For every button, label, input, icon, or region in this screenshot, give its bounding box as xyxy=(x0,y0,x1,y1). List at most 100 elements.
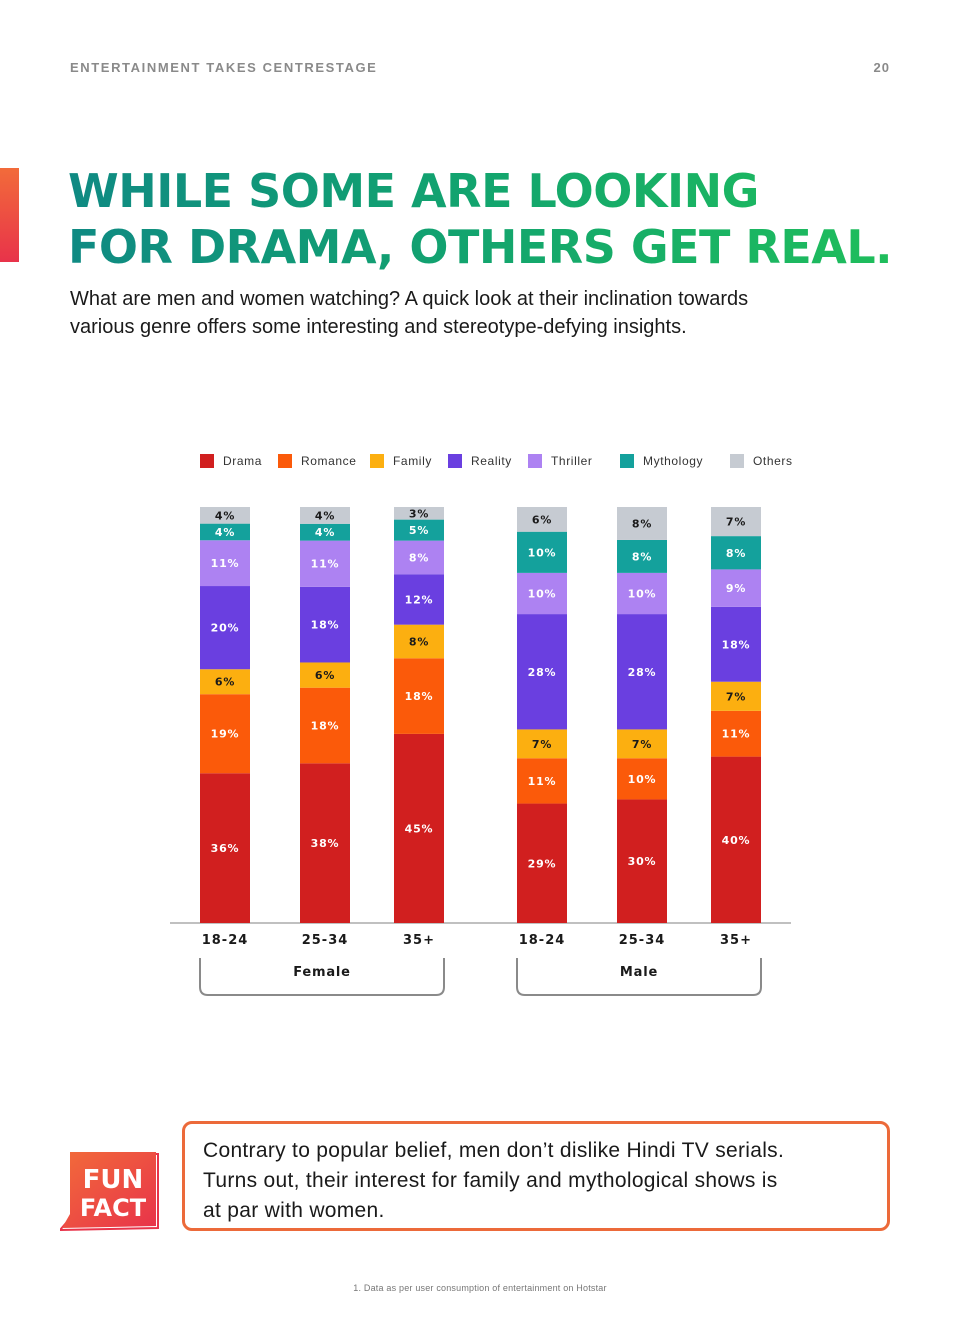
fun-fact-line-1: Contrary to popular belief, men don’t di… xyxy=(203,1139,785,1162)
legend-label: Romance xyxy=(301,454,357,468)
bar-segment-thriller xyxy=(711,569,761,607)
legend-label: Reality xyxy=(471,454,512,468)
data-label: 29% xyxy=(528,857,557,870)
bar-segment-romance xyxy=(617,758,667,800)
data-label: 10% xyxy=(628,587,657,600)
data-label: 11% xyxy=(528,775,557,788)
x-tick-label: 25-34 xyxy=(619,933,666,948)
page-number: 20 xyxy=(873,60,890,75)
bar-segment-others xyxy=(200,507,250,524)
bar-segment-family xyxy=(517,729,567,759)
group-label-female: Female xyxy=(293,965,351,980)
bar-segment-mythology xyxy=(300,523,350,541)
bar-segment-others xyxy=(394,507,444,520)
bar-segment-reality xyxy=(711,606,761,682)
bar-segment-mythology xyxy=(200,523,250,541)
data-label: 4% xyxy=(215,526,235,539)
data-label: 36% xyxy=(211,842,240,855)
data-label: 10% xyxy=(528,546,557,559)
data-label: 9% xyxy=(726,582,746,595)
legend-item-romance: Romance xyxy=(278,454,370,468)
fun-fact-box: Contrary to popular belief, men don’t di… xyxy=(182,1121,890,1231)
data-label: 11% xyxy=(311,558,340,571)
headline-line-2: FOR DRAMA, OTHERS GET REAL. xyxy=(68,220,893,274)
bar-segment-reality xyxy=(200,586,250,670)
fun-fact-badge-line-1: FUN xyxy=(83,1165,144,1195)
data-label: 7% xyxy=(726,690,746,703)
bar-segment-thriller xyxy=(517,572,567,615)
data-label: 18% xyxy=(311,720,340,733)
intro-text: What are men and women watching? A quick… xyxy=(70,285,900,341)
data-label: 7% xyxy=(532,738,552,751)
legend-item-others: Others xyxy=(730,454,793,468)
bar-segment-romance xyxy=(300,687,350,764)
fun-fact-line-3: at par with women. xyxy=(203,1199,385,1222)
bar-segment-thriller xyxy=(200,540,250,587)
legend-swatch xyxy=(730,454,744,468)
bar-segment-romance xyxy=(394,658,444,734)
data-label: 7% xyxy=(632,738,652,751)
bar-segment-mythology xyxy=(617,539,667,573)
data-label: 28% xyxy=(628,666,657,679)
data-label: 4% xyxy=(315,526,335,539)
intro-line-2: various genre offers some interesting an… xyxy=(70,316,687,338)
bar-segment-drama xyxy=(617,799,667,923)
data-label: 18% xyxy=(405,690,434,703)
legend-swatch xyxy=(448,454,462,468)
x-tick-label: 18-24 xyxy=(202,933,249,948)
legend-item-reality: Reality xyxy=(448,454,528,468)
data-label: 7% xyxy=(726,516,746,529)
legend-item-drama: Drama xyxy=(200,454,278,468)
bar-segment-reality xyxy=(394,574,444,625)
data-label: 8% xyxy=(632,550,652,563)
headline-line-1: WHILE SOME ARE LOOKING xyxy=(68,164,759,218)
fun-fact-badge: FUN FACT xyxy=(57,1150,160,1232)
group-bracket xyxy=(516,958,762,996)
bar-segment-romance xyxy=(517,758,567,804)
bar-segment-thriller xyxy=(617,572,667,615)
legend-label: Thriller xyxy=(551,454,593,468)
bar-segment-family xyxy=(394,624,444,659)
legend-swatch xyxy=(370,454,384,468)
bar-segment-thriller xyxy=(300,540,350,587)
bar-segment-romance xyxy=(200,694,250,774)
legend-label: Mythology xyxy=(643,454,704,468)
data-label: 6% xyxy=(215,676,235,689)
legend-label: Others xyxy=(753,454,793,468)
legend-swatch xyxy=(620,454,634,468)
data-label: 5% xyxy=(409,524,429,537)
bar-segment-family xyxy=(711,681,761,711)
data-label: 38% xyxy=(311,837,340,850)
bar-segment-romance xyxy=(711,710,761,757)
intro-line-1: What are men and women watching? A quick… xyxy=(70,288,749,310)
x-tick-label: 18-24 xyxy=(519,933,566,948)
legend-label: Drama xyxy=(223,454,263,468)
bar-segment-mythology xyxy=(517,531,567,573)
bar-segment-others xyxy=(617,507,667,540)
bar-segment-family xyxy=(300,662,350,688)
legend-item-mythology: Mythology xyxy=(620,454,730,468)
data-label: 3% xyxy=(409,507,429,520)
bar-segment-drama xyxy=(200,773,250,923)
data-label: 45% xyxy=(405,822,434,835)
legend-swatch xyxy=(278,454,292,468)
data-label: 18% xyxy=(311,619,340,632)
data-label: 40% xyxy=(722,834,751,847)
legend-item-family: Family xyxy=(370,454,448,468)
fun-fact-text: Contrary to popular belief, men don’t di… xyxy=(203,1136,869,1226)
group-label-male: Male xyxy=(620,965,658,980)
running-header: ENTERTAINMENT TAKES CENTRESTAGE xyxy=(70,60,378,75)
bar-segment-reality xyxy=(300,586,350,663)
bar-segment-mythology xyxy=(394,519,444,541)
bar-segment-family xyxy=(200,669,250,695)
legend-label: Family xyxy=(393,454,432,468)
bar-segment-drama xyxy=(300,763,350,923)
data-label: 12% xyxy=(405,593,434,606)
accent-bar xyxy=(0,168,19,262)
data-label: 4% xyxy=(215,509,235,522)
footnote: 1. Data as per user consumption of enter… xyxy=(353,1283,607,1293)
legend-swatch xyxy=(528,454,542,468)
x-tick-label: 25-34 xyxy=(302,933,349,948)
data-label: 11% xyxy=(211,557,240,570)
x-tick-label: 35+ xyxy=(403,933,435,948)
